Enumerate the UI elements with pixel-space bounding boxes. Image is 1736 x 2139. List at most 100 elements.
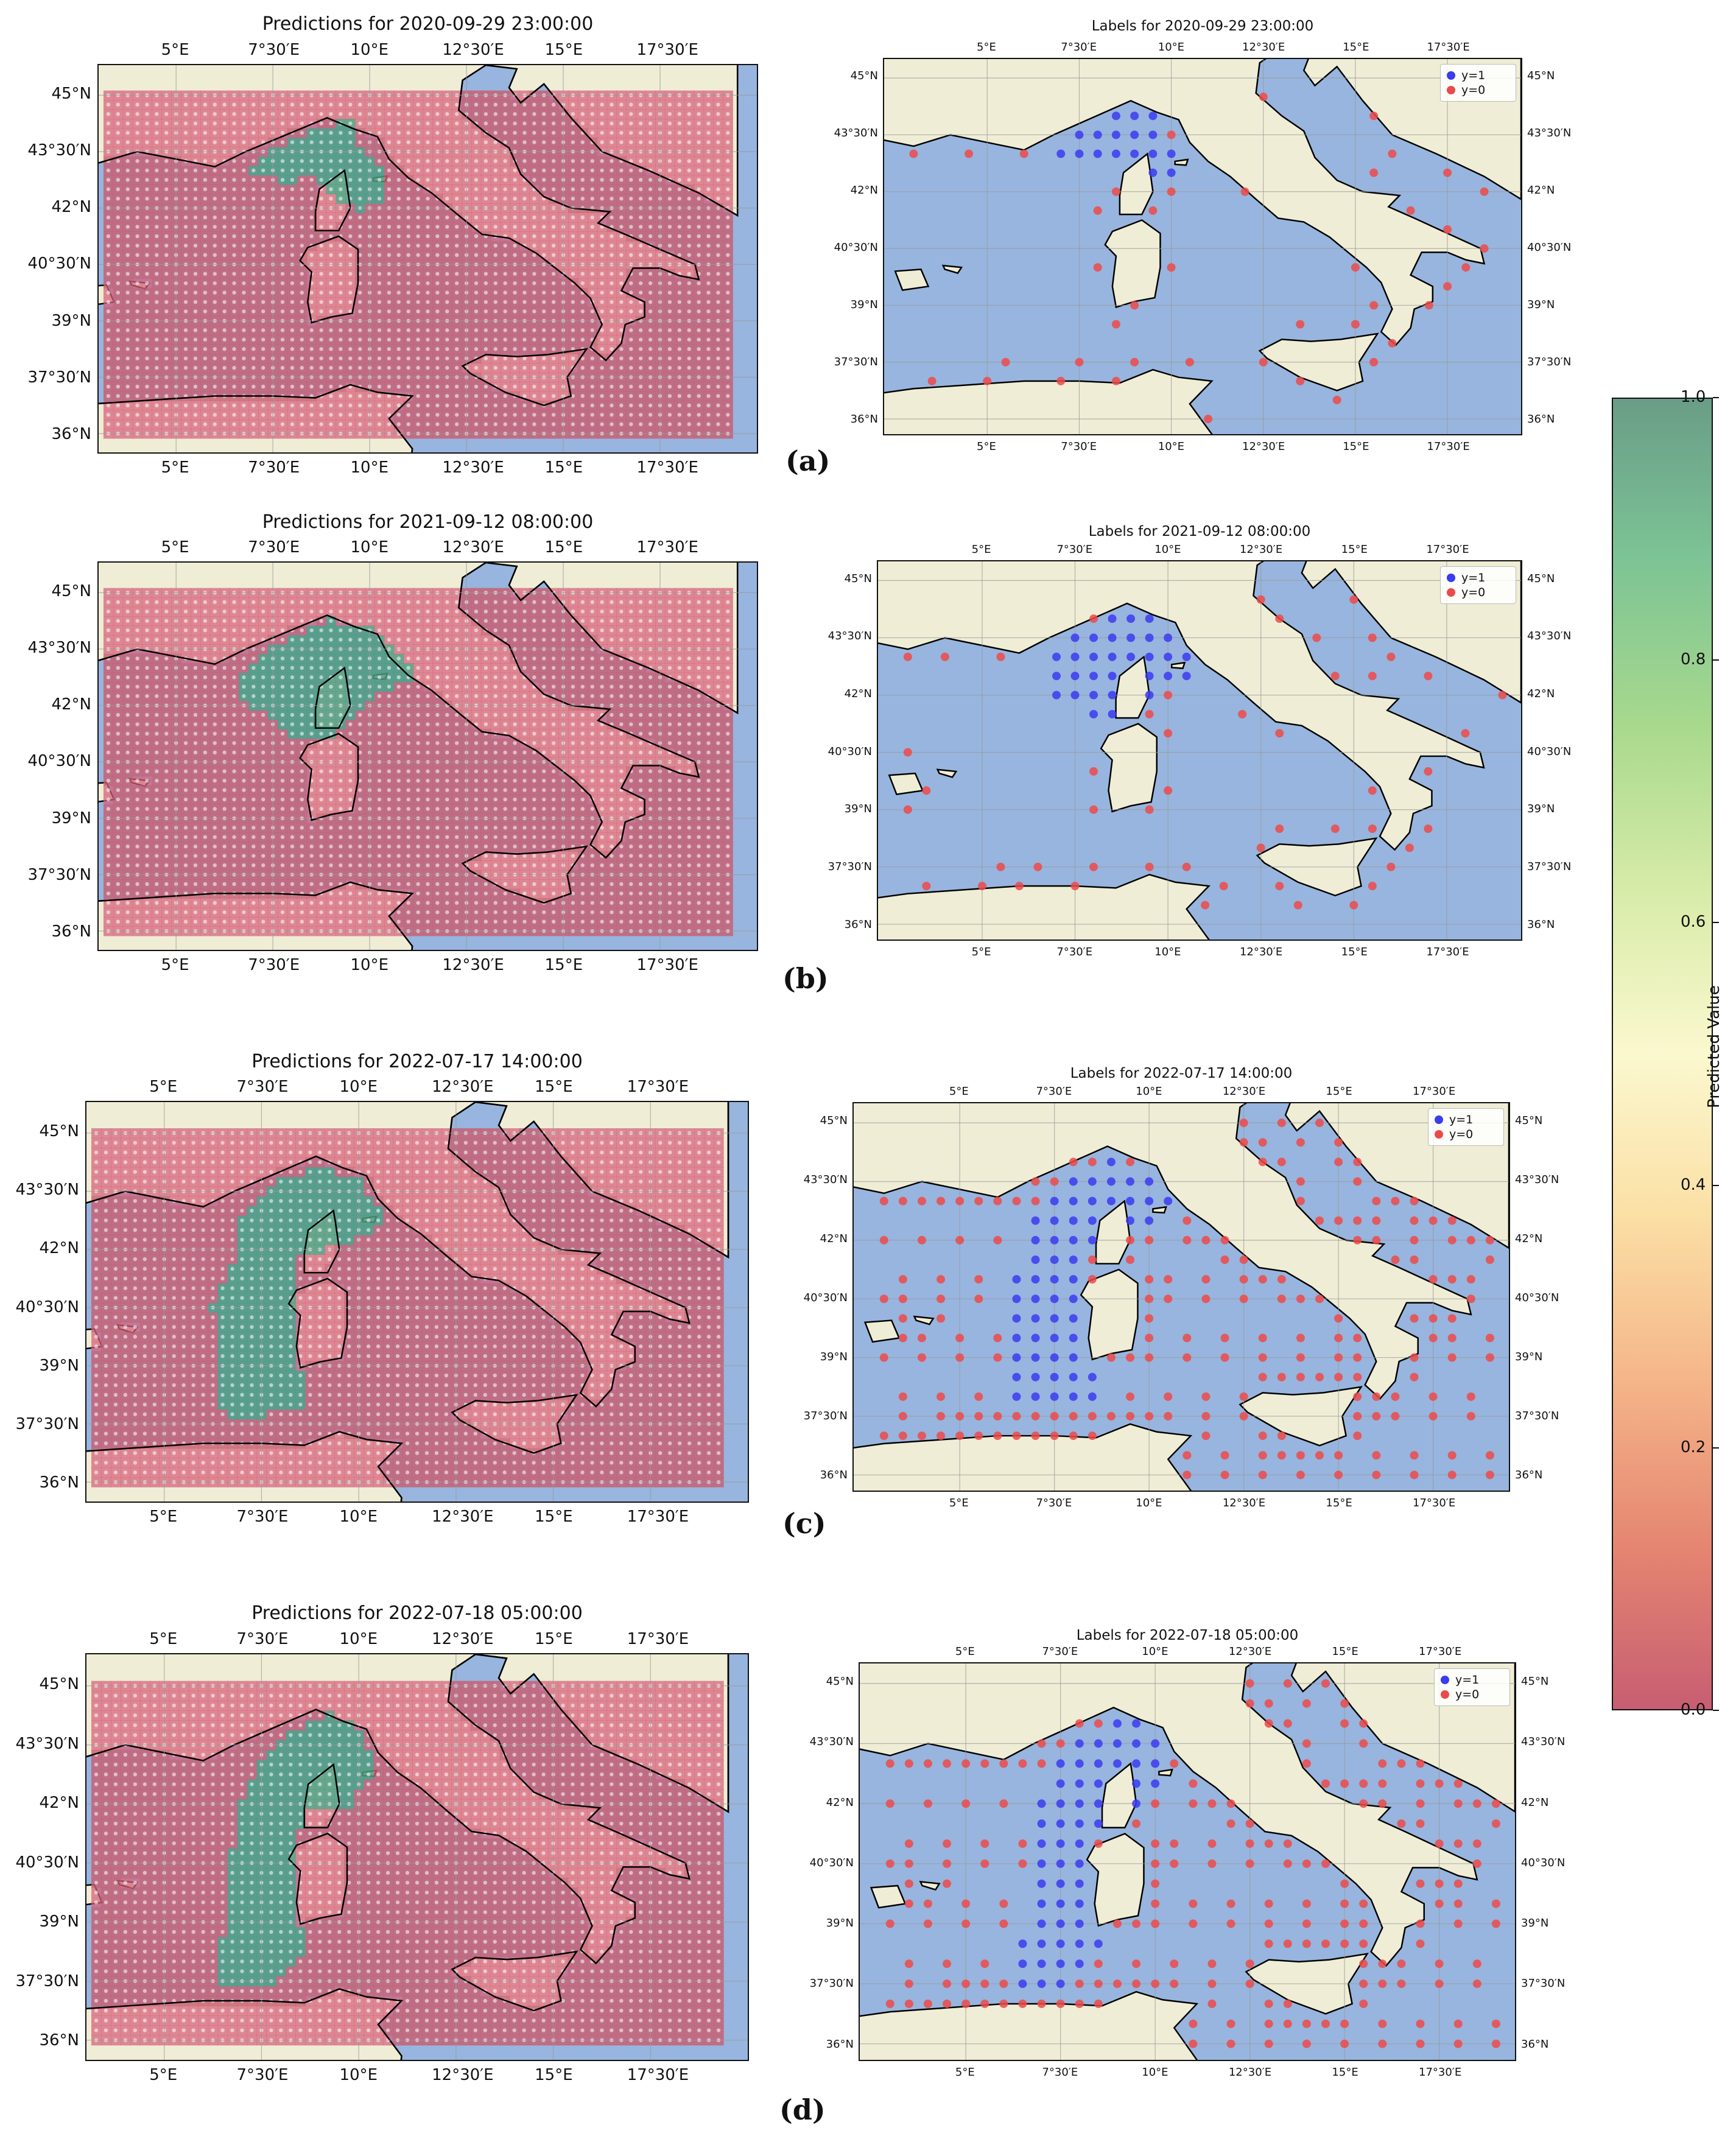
label-point-y0 xyxy=(927,376,937,385)
label-point-y0 xyxy=(974,1411,983,1421)
legend: y=1 y=0 xyxy=(1434,1668,1510,1706)
label-point-y0 xyxy=(1429,1333,1438,1343)
lon-tick-bottom: 10°E xyxy=(334,1508,383,1526)
lon-tick-top: 17°30′E xyxy=(627,1630,689,1648)
lon-tick-bottom: 15°E xyxy=(529,1508,578,1526)
lon-tick-bottom: 7°30′E xyxy=(237,1508,289,1526)
label-point-y1 xyxy=(1148,111,1158,121)
label-point-y0 xyxy=(1111,187,1120,196)
label-point-y0 xyxy=(1296,1353,1305,1362)
lon-tick-bottom: 7°30′E xyxy=(248,956,300,974)
label-point-y0 xyxy=(1094,1979,1103,1989)
legend: y=1 y=0 xyxy=(1428,1108,1504,1146)
label-point-y0 xyxy=(917,1353,926,1362)
label-point-y0 xyxy=(1151,1899,1160,1908)
label-point-y0 xyxy=(1485,1235,1494,1245)
lat-tick: 42°N xyxy=(15,695,91,714)
prediction-title: Predictions for 2022-07-17 14:00:00 xyxy=(85,1051,749,1072)
label-point-y0 xyxy=(1453,2039,1463,2048)
prediction-gridlines xyxy=(99,563,757,950)
label-point-y1 xyxy=(1056,1939,1065,1948)
label-point-y0 xyxy=(1296,1294,1305,1304)
label-point-y0 xyxy=(1353,1411,1362,1421)
label-point-y0 xyxy=(977,882,986,891)
label-land-menorca xyxy=(919,1880,941,1891)
label-point-y1 xyxy=(1031,1353,1040,1362)
label-point-y1 xyxy=(1052,652,1061,661)
label-point-y0 xyxy=(1378,1959,1387,1969)
label-point-y0 xyxy=(955,1353,965,1362)
lon-tick-bottom: 12°30′E xyxy=(442,956,504,974)
label-point-y0 xyxy=(1239,1294,1248,1304)
label-point-y1 xyxy=(1069,1196,1078,1206)
label-point-y0 xyxy=(1359,1939,1368,1948)
label-point-y1 xyxy=(1052,690,1061,700)
label-point-y1 xyxy=(1070,652,1080,661)
label-point-y1 xyxy=(1050,1333,1059,1343)
lat-tick-left: 43°30′N xyxy=(798,1173,848,1186)
legend-marker-y1 xyxy=(1435,1115,1443,1124)
label-point-y1 xyxy=(1094,1759,1103,1768)
label-point-y0 xyxy=(1349,595,1358,604)
label-point-y0 xyxy=(1397,1759,1406,1768)
label-point-y0 xyxy=(1226,1919,1235,1928)
label-point-y1 xyxy=(1037,1879,1046,1888)
label-point-y0 xyxy=(1466,1411,1475,1421)
label-point-y1 xyxy=(1132,1779,1141,1788)
label-point-y0 xyxy=(1220,1470,1229,1480)
label-point-y0 xyxy=(1453,1879,1463,1888)
label-point-y1 xyxy=(1031,1275,1040,1284)
label-point-y0 xyxy=(1340,2039,1349,2048)
label-point-y0 xyxy=(940,652,949,661)
label-point-y0 xyxy=(1466,1294,1475,1304)
lat-tick-left: 45°N xyxy=(798,1114,848,1127)
label-point-y0 xyxy=(1296,1196,1305,1206)
lat-tick-right: 39°N xyxy=(1527,298,1577,311)
label-point-y0 xyxy=(898,1196,907,1206)
lon-tick-bottom: 17°30′E xyxy=(627,1508,689,1526)
label-point-y0 xyxy=(1075,1979,1084,1989)
label-point-y0 xyxy=(1283,1859,1292,1868)
label-point-y0 xyxy=(1239,1392,1248,1401)
lon-tick-top: 12°30′E xyxy=(1239,41,1288,54)
label-point-y0 xyxy=(879,1294,888,1304)
lon-tick-top: 15°E xyxy=(539,538,588,557)
lon-tick-bottom: 15°E xyxy=(529,2066,578,2084)
label-point-y0 xyxy=(1151,1839,1160,1848)
label-point-y0 xyxy=(1416,1799,1425,1808)
label-point-y0 xyxy=(1088,1256,1097,1264)
label-land-africa xyxy=(884,368,1214,434)
label-point-y0 xyxy=(943,1959,952,1969)
label-point-y0 xyxy=(1238,709,1247,718)
label-point-y0 xyxy=(1491,1819,1500,1828)
label-point-y1 xyxy=(1075,1839,1084,1848)
label-point-y1 xyxy=(1056,1919,1065,1928)
lat-tick-right: 43°30′N xyxy=(1527,630,1577,642)
label-point-y1 xyxy=(1070,690,1080,700)
label-point-y1 xyxy=(1126,1196,1135,1206)
label-point-y0 xyxy=(1207,1799,1217,1808)
lat-tick-right: 37°30′N xyxy=(1527,860,1577,873)
label-point-y0 xyxy=(996,652,1005,661)
label-point-y0 xyxy=(1391,1392,1400,1401)
label-point-y0 xyxy=(1056,1999,1065,2008)
lat-tick-right: 36°N xyxy=(1527,413,1577,426)
legend-label-y0: y=0 xyxy=(1449,1128,1473,1141)
label-point-y0 xyxy=(1283,1839,1292,1848)
label-point-y0 xyxy=(1410,1256,1419,1264)
label-point-y0 xyxy=(1353,1392,1362,1401)
label-point-y1 xyxy=(1075,1919,1084,1928)
label-point-y1 xyxy=(1056,1819,1065,1828)
label-point-y0 xyxy=(980,1839,989,1848)
label-point-y0 xyxy=(1368,786,1377,795)
label-point-y0 xyxy=(980,1859,989,1868)
prediction-map xyxy=(85,1101,749,1503)
label-point-y0 xyxy=(1239,1256,1248,1264)
label-point-y0 xyxy=(1485,1451,1494,1460)
label-point-y0 xyxy=(1245,1859,1254,1868)
label-point-y0 xyxy=(1416,1919,1425,1928)
label-point-y0 xyxy=(1416,2039,1425,2048)
label-point-y0 xyxy=(1050,1411,1059,1421)
label-point-y0 xyxy=(980,1959,989,1969)
label-point-y0 xyxy=(1315,1119,1324,1128)
